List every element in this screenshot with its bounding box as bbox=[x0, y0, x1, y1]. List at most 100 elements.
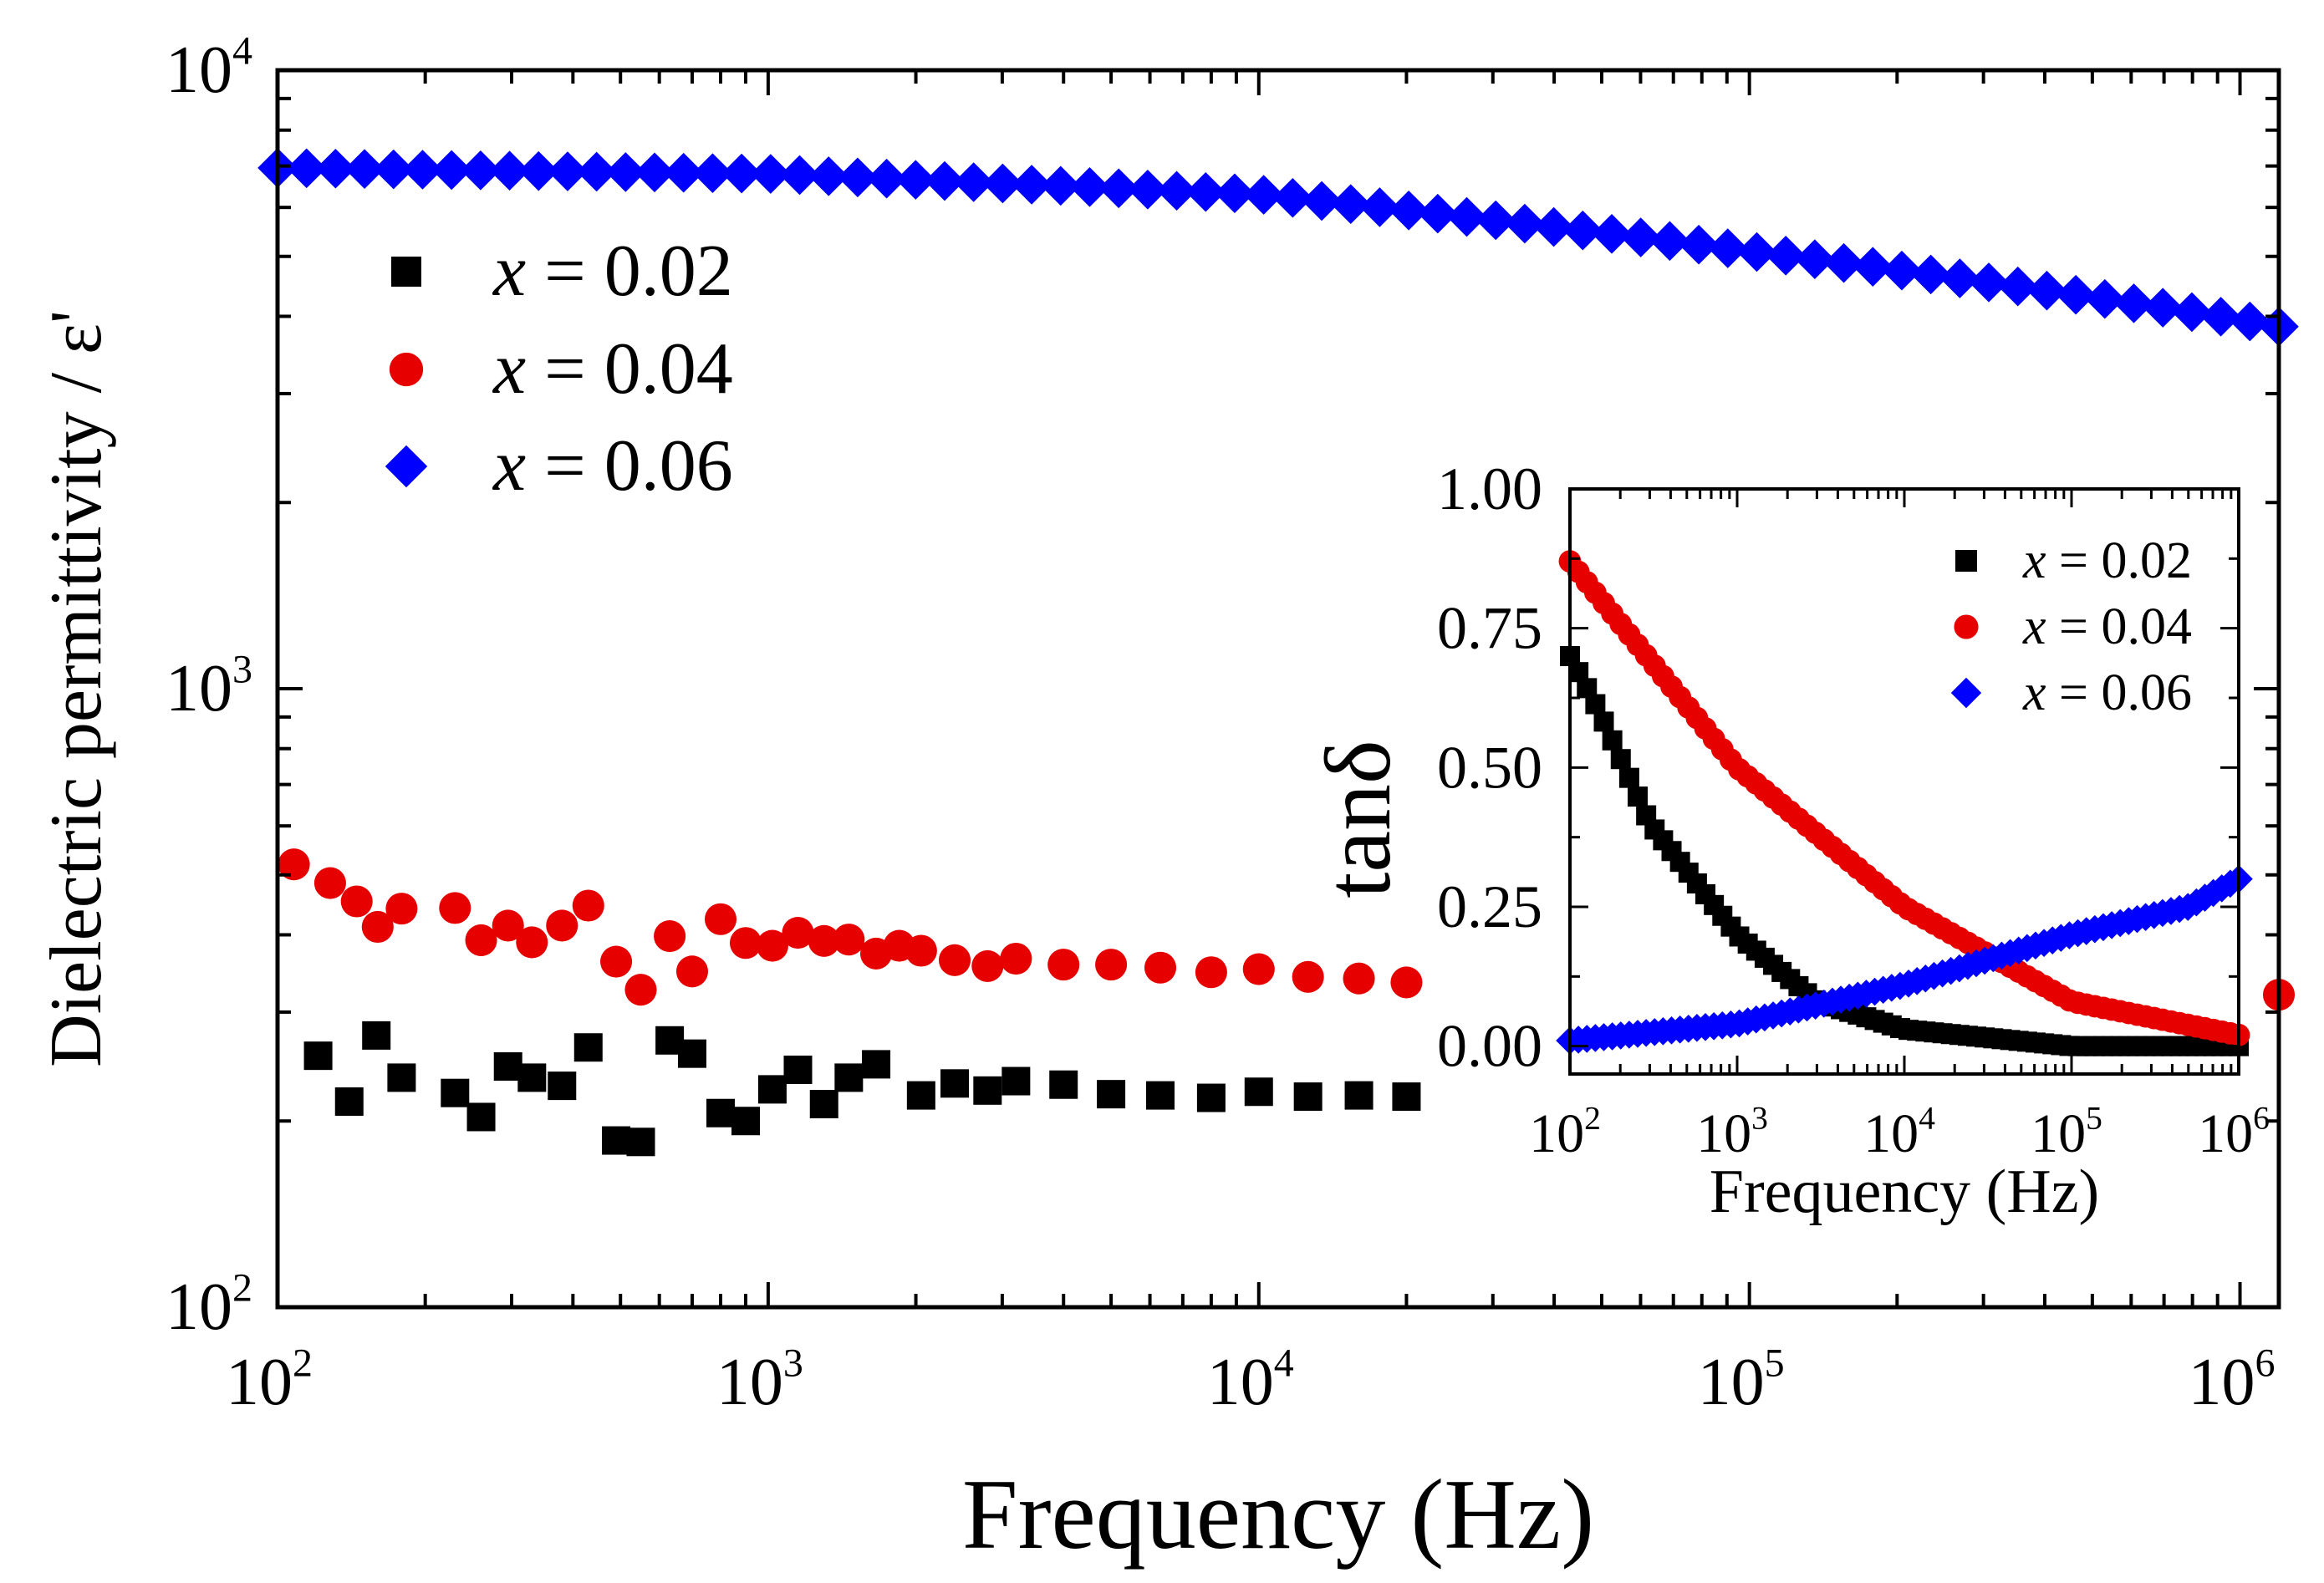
main-point bbox=[635, 152, 675, 193]
main-point bbox=[1823, 242, 1864, 283]
main-plot-tick-labels: 102 103 104 105 106 102 103 104 bbox=[166, 28, 2276, 1419]
main-point bbox=[779, 155, 820, 196]
main-point bbox=[600, 945, 633, 978]
main-legend-marker bbox=[391, 257, 421, 287]
main-point bbox=[517, 1063, 547, 1092]
main-point bbox=[1679, 224, 1719, 265]
main-point bbox=[675, 955, 709, 988]
main-point bbox=[757, 1075, 787, 1104]
main-point bbox=[548, 151, 588, 191]
main-point bbox=[439, 892, 471, 924]
inset-point bbox=[1628, 786, 1649, 807]
inset-legend-marker bbox=[1954, 614, 1979, 639]
inset-series-2 bbox=[1558, 550, 2250, 1046]
main-point bbox=[1997, 266, 2038, 307]
main-point bbox=[1344, 1081, 1374, 1110]
inset-plot-ticks bbox=[1568, 487, 2240, 1074]
main-point bbox=[833, 924, 865, 956]
inset-x-tick-label: 105 bbox=[2031, 1099, 2102, 1164]
main-point bbox=[573, 1033, 603, 1062]
main-point bbox=[1389, 190, 1429, 231]
inset-x-tick-label: 106 bbox=[2198, 1099, 2270, 1164]
main-x-tick-label: 105 bbox=[1698, 1341, 1785, 1419]
main-point bbox=[1243, 175, 1284, 215]
main-point bbox=[783, 1055, 813, 1084]
main-y-axis-title: Dielectric permittivity / ε' bbox=[36, 310, 117, 1067]
main-point bbox=[1128, 169, 1168, 210]
main-point bbox=[2143, 288, 2184, 328]
main-point bbox=[1795, 239, 1835, 280]
main-series-2 bbox=[278, 848, 2296, 1011]
main-point bbox=[731, 1107, 761, 1136]
main-point bbox=[344, 149, 385, 189]
main-legend: x = 0.02 x = 0.04 x = 0.06 bbox=[385, 231, 733, 506]
main-x-tick-label: 103 bbox=[716, 1341, 803, 1419]
main-point bbox=[576, 151, 617, 192]
main-point bbox=[1533, 206, 1574, 247]
main-point bbox=[953, 162, 994, 202]
main-point bbox=[1418, 193, 1458, 234]
main-point bbox=[895, 160, 936, 200]
main-point bbox=[313, 867, 346, 899]
inset-point bbox=[1602, 730, 1623, 751]
main-point bbox=[1000, 942, 1032, 975]
main-point bbox=[1649, 221, 1690, 262]
main-point bbox=[808, 924, 840, 957]
main-point bbox=[1215, 173, 1255, 214]
main-point bbox=[385, 893, 418, 925]
main-point bbox=[2200, 297, 2241, 337]
main-point bbox=[704, 903, 737, 935]
main-point bbox=[441, 1078, 470, 1107]
inset-legend-label: x = 0.04 bbox=[2022, 598, 2192, 655]
inset-y-tick-label: 0.75 bbox=[1437, 595, 1542, 662]
main-point bbox=[1446, 196, 1487, 237]
inset-legend-marker bbox=[1955, 550, 1977, 572]
main-point bbox=[1475, 200, 1516, 241]
main-x-tick-label: 104 bbox=[1207, 1341, 1294, 1419]
inset-x-axis-title: Frequency (Hz) bbox=[1710, 1158, 2099, 1226]
inset-legend-entry: x = 0.06 bbox=[1950, 664, 2192, 721]
inset-point bbox=[1610, 749, 1631, 770]
main-point bbox=[1242, 953, 1275, 985]
main-legend-marker bbox=[385, 445, 428, 488]
inset-y-tick-label: 0.25 bbox=[1437, 873, 1542, 940]
main-point bbox=[402, 150, 443, 190]
main-point bbox=[602, 1126, 631, 1155]
main-point bbox=[938, 944, 971, 976]
main-point bbox=[303, 1041, 333, 1071]
main-legend-label: x = 0.04 bbox=[492, 328, 733, 410]
main-point bbox=[677, 1039, 706, 1068]
inset-legend-label: x = 0.02 bbox=[2022, 532, 2192, 589]
main-point bbox=[982, 163, 1023, 204]
main-point bbox=[663, 152, 704, 193]
main-legend-label: x = 0.02 bbox=[492, 231, 733, 312]
main-point bbox=[751, 154, 791, 194]
main-point bbox=[1505, 203, 1545, 244]
main-point bbox=[1001, 1066, 1031, 1096]
main-point bbox=[431, 150, 471, 191]
main-point bbox=[1620, 217, 1661, 257]
inset-y-axis-title: tanδ bbox=[1307, 740, 1410, 898]
inset-legend-entry: x = 0.02 bbox=[1955, 532, 2192, 589]
main-point bbox=[1244, 1077, 1273, 1107]
main-y-tick-label: 104 bbox=[166, 28, 252, 107]
main-legend-entry: x = 0.06 bbox=[385, 425, 733, 506]
main-point bbox=[461, 150, 501, 191]
main-point bbox=[838, 157, 878, 198]
main-point bbox=[905, 934, 937, 967]
main-point bbox=[1047, 949, 1080, 981]
main-point bbox=[492, 909, 524, 942]
inset-point bbox=[1618, 767, 1639, 788]
main-point bbox=[1040, 165, 1081, 206]
main-point bbox=[387, 1063, 416, 1092]
inset-legend: x = 0.02 x = 0.04 x = 0.06 bbox=[1950, 532, 2192, 721]
main-point bbox=[654, 920, 686, 953]
main-point bbox=[1302, 181, 1342, 221]
main-point bbox=[692, 153, 733, 193]
main-point bbox=[808, 156, 849, 196]
main-point bbox=[1185, 171, 1226, 212]
inset-series-3 bbox=[1556, 864, 2253, 1055]
main-point bbox=[1097, 1080, 1126, 1109]
main-point bbox=[518, 150, 559, 191]
